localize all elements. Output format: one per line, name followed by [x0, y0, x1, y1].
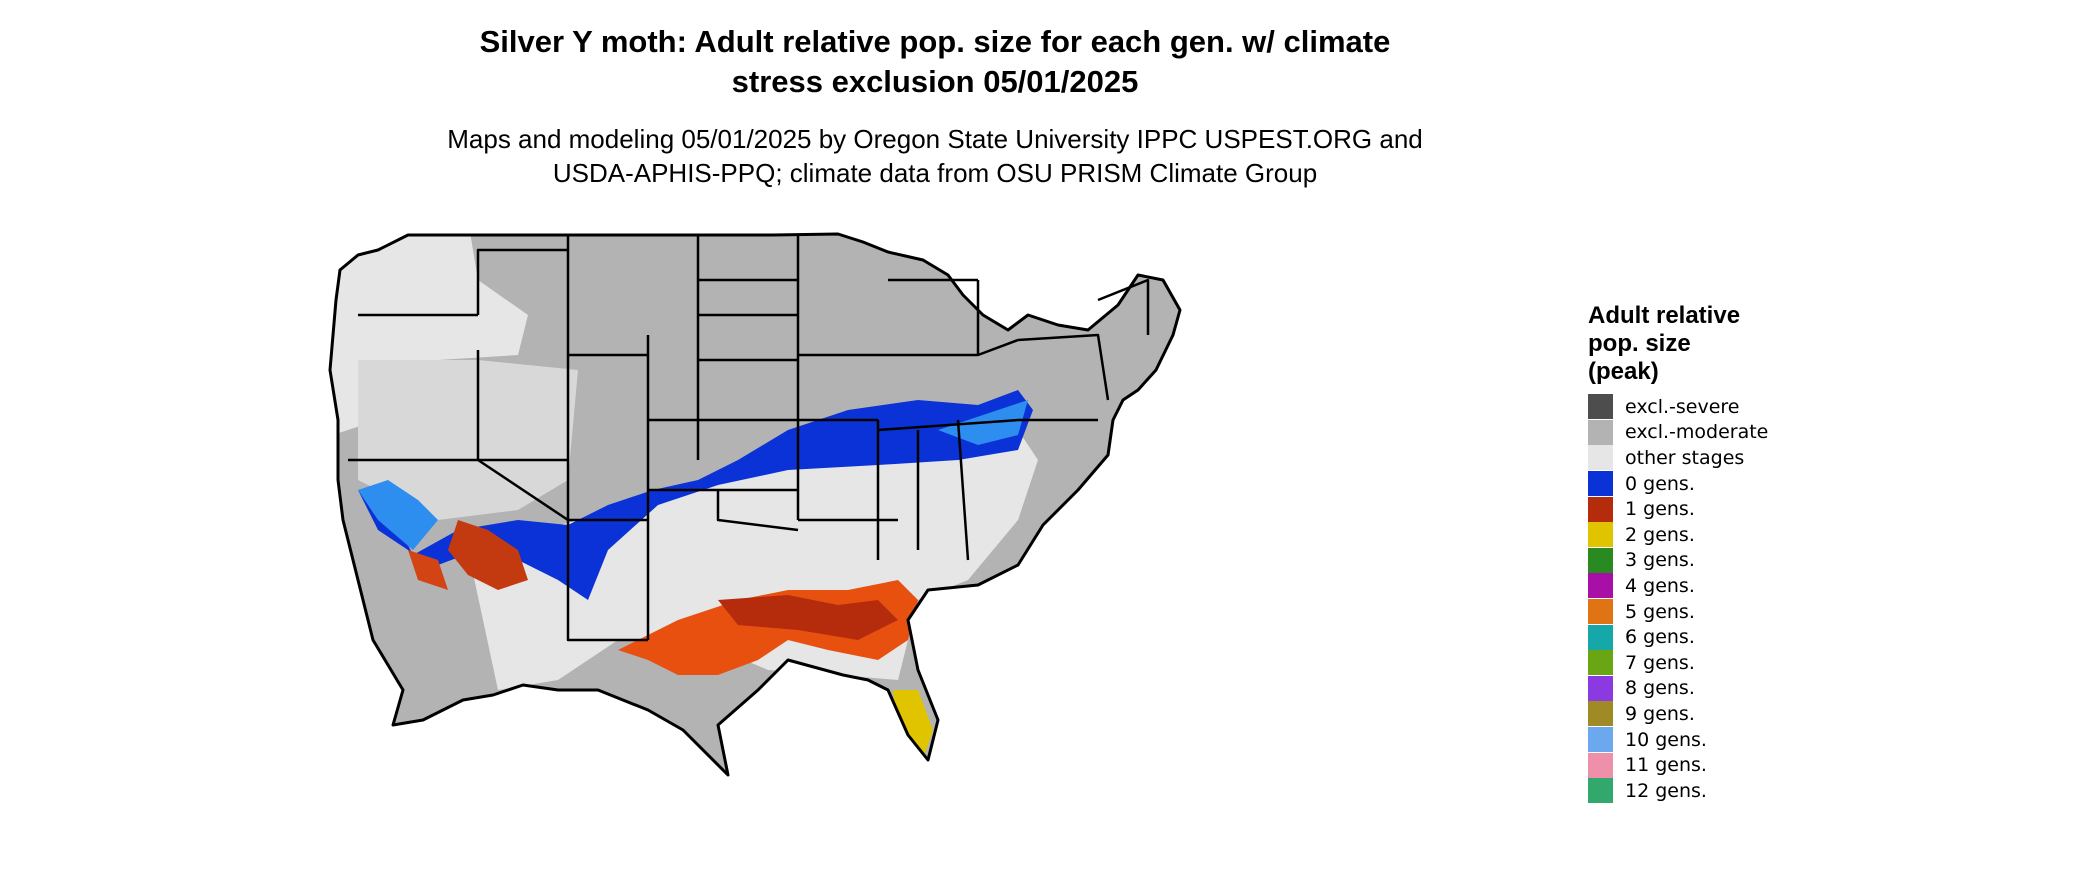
legend-label: 2 gens.	[1625, 523, 1695, 546]
border-midwest-ne	[888, 278, 1110, 401]
subtitle-line-2: USDA-APHIS-PPQ; climate data from OSU PR…	[552, 158, 1318, 188]
legend-label: 8 gens.	[1625, 677, 1695, 700]
legend-label: 10 gens.	[1625, 728, 1707, 751]
region-gen2-texas	[628, 720, 663, 755]
legend-swatch	[1588, 445, 1613, 471]
legend-swatch	[1588, 394, 1613, 420]
border-va-nc-tn	[877, 418, 1098, 432]
legend-items: excl.-severe excl.-moderate other stages 0 …	[1588, 394, 1848, 804]
legend: Adult relative pop. size (peak) excl.-se…	[1588, 302, 1848, 804]
legend-item: 9 gens.	[1588, 701, 1848, 727]
legend-swatch	[1588, 471, 1613, 497]
legend-label: 9 gens.	[1625, 702, 1695, 725]
legend-title-line-1: Adult relative	[1588, 302, 1741, 329]
legend-swatch	[1588, 650, 1613, 676]
legend-item: other stages	[1588, 445, 1848, 471]
legend-item: excl.-moderate	[1588, 419, 1848, 446]
legend-label: 6 gens.	[1625, 626, 1695, 649]
region-gen0	[358, 390, 1033, 600]
border-new-england	[1097, 278, 1150, 335]
map-fill-regions	[330, 234, 1180, 775]
subtitle-line-1: Maps and modeling 05/01/2025 by Oregon S…	[447, 124, 1423, 154]
title-line-1: Silver Y moth: Adult relative pop. size …	[479, 24, 1391, 59]
legend-item: 11 gens.	[1588, 752, 1848, 778]
map-subtitle: Maps and modeling 05/01/2025 by Oregon S…	[0, 122, 1870, 190]
legend-swatch	[1588, 599, 1613, 625]
border-se	[876, 419, 970, 561]
map-title: Silver Y moth: Adult relative pop. size …	[0, 22, 1870, 102]
legend-item: 0 gens.	[1588, 471, 1848, 497]
legend-swatch	[1588, 778, 1613, 804]
legend-label: 12 gens.	[1625, 779, 1707, 802]
legend-label: 3 gens.	[1625, 549, 1695, 572]
legend-swatch	[1588, 522, 1613, 548]
legend-swatch	[1588, 624, 1613, 650]
us-map	[318, 220, 1568, 890]
legend-swatch	[1588, 675, 1613, 701]
legend-item: 4 gens.	[1588, 573, 1848, 599]
legend-label: 5 gens.	[1625, 600, 1695, 623]
state-borders	[328, 232, 1182, 777]
us-map-svg	[328, 232, 1182, 777]
legend-swatch	[1588, 496, 1613, 522]
region-gen0-light-west	[358, 480, 438, 550]
region-gen1-gulf-dark	[718, 595, 898, 640]
legend-label: 0 gens.	[1625, 472, 1695, 495]
legend-item: 6 gens.	[1588, 624, 1848, 650]
legend-label: 4 gens.	[1625, 574, 1695, 597]
legend-item: 2 gens.	[1588, 522, 1848, 548]
legend-swatch	[1588, 701, 1613, 727]
legend-title-line-3: (peak)	[1588, 358, 1659, 385]
legend-swatch	[1588, 752, 1613, 778]
legend-label: other stages	[1625, 446, 1745, 469]
legend-title-line-2: pop. size	[1588, 330, 1691, 357]
legend-label: 11 gens.	[1625, 754, 1707, 777]
legend-item: 10 gens.	[1588, 727, 1848, 753]
border-id	[476, 248, 568, 315]
legend-swatch	[1588, 547, 1613, 573]
border-ok-tx	[648, 488, 799, 532]
legend-item: 8 gens.	[1588, 675, 1848, 702]
title-line-2: stress exclusion 05/01/2025	[731, 64, 1139, 99]
legend-item: 3 gens.	[1588, 547, 1848, 574]
border-mississippi	[796, 235, 898, 522]
legend-item: 5 gens.	[1588, 599, 1848, 625]
legend-title: Adult relative pop. size (peak)	[1588, 302, 1848, 386]
legend-swatch	[1588, 573, 1613, 599]
border-plains	[648, 235, 798, 460]
legend-label: 1 gens.	[1625, 498, 1695, 521]
legend-label: 7 gens.	[1625, 651, 1695, 674]
border-az-nm	[566, 520, 650, 642]
legend-swatch	[1588, 727, 1613, 753]
legend-item: 12 gens.	[1588, 778, 1848, 804]
border-ca-nv-diag	[477, 458, 569, 522]
region-great-basin-mixed	[358, 360, 578, 520]
legend-label: excl.-moderate	[1625, 421, 1769, 444]
legend-item: excl.-severe	[1588, 394, 1848, 420]
legend-item: 7 gens.	[1588, 650, 1848, 676]
legend-swatch	[1588, 419, 1613, 445]
legend-item: 1 gens.	[1588, 496, 1848, 522]
legend-label: excl.-severe	[1625, 395, 1740, 418]
region-gen1-arizona	[448, 520, 528, 590]
region-gen1-california	[408, 550, 448, 590]
